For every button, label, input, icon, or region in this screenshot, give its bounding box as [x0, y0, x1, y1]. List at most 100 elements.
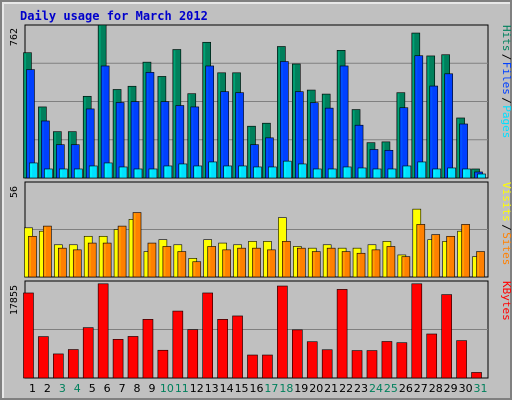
- bar-sites-day-3[interactable]: [58, 247, 67, 278]
- bar-pages-day-20[interactable]: [312, 168, 322, 179]
- y-max-label-hits-files-pages: 762: [9, 28, 20, 46]
- bar-kbytes-day-24[interactable]: [366, 350, 378, 379]
- bar-kbytes-day-21[interactable]: [321, 349, 333, 379]
- bar-sites-day-12[interactable]: [192, 261, 202, 278]
- bar-sites-day-26[interactable]: [401, 256, 411, 278]
- bar-highlight: [146, 73, 149, 177]
- bar-kbytes-day-10[interactable]: [157, 349, 169, 379]
- bar-kbytes-day-22[interactable]: [336, 289, 348, 379]
- bar-pages-day-29[interactable]: [447, 167, 456, 179]
- bar-pages-day-22[interactable]: [342, 166, 352, 179]
- bar-pages-day-28[interactable]: [432, 168, 442, 179]
- bar-kbytes-day-11[interactable]: [172, 310, 184, 379]
- bar-pages-day-16[interactable]: [253, 166, 262, 179]
- bar-pages-day-1[interactable]: [29, 162, 38, 179]
- bar-pages-day-4[interactable]: [73, 168, 83, 179]
- bar-sites-day-25[interactable]: [386, 246, 396, 278]
- bar-pages-day-18[interactable]: [283, 160, 292, 179]
- bar-pages-day-13[interactable]: [208, 161, 217, 179]
- bar-pages-day-31[interactable]: [477, 173, 486, 179]
- bar-kbytes-day-3[interactable]: [53, 353, 64, 379]
- bar-kbytes-day-16[interactable]: [247, 354, 258, 379]
- bar-sites-day-30[interactable]: [461, 224, 470, 278]
- bar-pages-day-3[interactable]: [59, 168, 68, 179]
- bar-pages-day-25[interactable]: [387, 168, 397, 179]
- bar-pages-day-23[interactable]: [357, 167, 367, 179]
- bar-kbytes-day-31[interactable]: [471, 372, 482, 379]
- bar-pages-day-14[interactable]: [223, 165, 232, 179]
- bar-sites-day-31[interactable]: [476, 251, 485, 278]
- bar-kbytes-day-18[interactable]: [277, 285, 288, 379]
- bar-pages-day-19[interactable]: [298, 163, 307, 179]
- bar-pages-day-9[interactable]: [148, 168, 158, 179]
- bar-sites-day-27[interactable]: [416, 224, 426, 278]
- bar-highlight: [148, 244, 151, 276]
- bar-kbytes-day-29[interactable]: [441, 294, 452, 379]
- bar-kbytes-day-8[interactable]: [127, 336, 139, 379]
- bar-sites-day-7[interactable]: [117, 225, 127, 278]
- bar-sites-day-28[interactable]: [431, 234, 441, 278]
- bar-pages-day-6[interactable]: [103, 162, 113, 179]
- bar-pages-day-21[interactable]: [327, 168, 337, 179]
- bar-sites-day-22[interactable]: [341, 251, 351, 278]
- bar-sites-day-23[interactable]: [356, 252, 366, 278]
- bar-sites-day-9[interactable]: [147, 242, 157, 278]
- bar-pages-day-17[interactable]: [268, 166, 277, 179]
- bar-sites-day-24[interactable]: [371, 249, 381, 278]
- bar-kbytes-day-5[interactable]: [82, 327, 94, 379]
- bar-pages-day-7[interactable]: [118, 166, 128, 179]
- bar-kbytes-day-15[interactable]: [232, 315, 243, 379]
- bar-highlight: [253, 249, 255, 276]
- bar-highlight: [328, 249, 330, 276]
- bar-pages-day-26[interactable]: [402, 165, 412, 179]
- bar-kbytes-day-30[interactable]: [456, 340, 467, 379]
- bar-sites-day-21[interactable]: [326, 247, 336, 278]
- bar-pages-day-24[interactable]: [372, 168, 382, 179]
- bar-kbytes-day-1[interactable]: [23, 292, 34, 379]
- bar-kbytes-day-27[interactable]: [411, 283, 423, 379]
- bar-pages-day-10[interactable]: [163, 165, 173, 179]
- bar-pages-day-8[interactable]: [133, 168, 143, 179]
- bar-pages-day-30[interactable]: [462, 168, 471, 179]
- bar-kbytes-day-7[interactable]: [112, 339, 124, 379]
- bar-sites-day-17[interactable]: [267, 249, 276, 278]
- bar-sites-day-6[interactable]: [102, 242, 112, 278]
- bar-kbytes-day-4[interactable]: [67, 349, 79, 379]
- bar-sites-day-15[interactable]: [237, 247, 246, 278]
- bar-sites-day-29[interactable]: [446, 235, 455, 278]
- bar-kbytes-day-20[interactable]: [306, 341, 318, 379]
- bar-sites-day-8[interactable]: [132, 212, 142, 278]
- bar-kbytes-day-19[interactable]: [292, 329, 303, 379]
- bar-pages-day-11[interactable]: [178, 163, 188, 179]
- bar-kbytes-day-17[interactable]: [262, 354, 273, 379]
- bar-sites-day-13[interactable]: [207, 246, 216, 278]
- bar-sites-day-19[interactable]: [297, 247, 306, 278]
- bar-highlight: [29, 237, 31, 276]
- bar-pages-day-12[interactable]: [193, 165, 203, 179]
- bar-sites-day-5[interactable]: [87, 242, 97, 278]
- bar-kbytes-day-9[interactable]: [142, 319, 154, 379]
- bar-kbytes-day-14[interactable]: [217, 319, 228, 379]
- bar-kbytes-day-6[interactable]: [97, 283, 109, 379]
- bar-kbytes-day-28[interactable]: [426, 333, 438, 379]
- bar-pages-day-27[interactable]: [417, 161, 427, 179]
- bar-sites-day-10[interactable]: [162, 246, 172, 278]
- bar-sites-day-20[interactable]: [311, 251, 321, 278]
- bar-highlight: [221, 92, 224, 177]
- bar-kbytes-day-25[interactable]: [381, 341, 393, 379]
- bar-kbytes-day-23[interactable]: [351, 350, 363, 379]
- bar-pages-day-5[interactable]: [88, 165, 98, 179]
- bar-sites-day-4[interactable]: [72, 249, 82, 278]
- bar-sites-day-16[interactable]: [252, 247, 261, 278]
- bar-sites-day-1[interactable]: [28, 235, 37, 278]
- bar-kbytes-day-2[interactable]: [38, 336, 49, 379]
- bar-sites-day-18[interactable]: [282, 241, 291, 278]
- bar-pages-day-2[interactable]: [44, 168, 53, 179]
- bar-kbytes-day-26[interactable]: [396, 342, 408, 379]
- bar-pages-day-15[interactable]: [238, 165, 247, 179]
- bar-kbytes-day-13[interactable]: [202, 292, 213, 379]
- bar-kbytes-day-12[interactable]: [187, 329, 199, 379]
- bar-sites-day-11[interactable]: [177, 251, 187, 278]
- bar-sites-day-2[interactable]: [43, 225, 52, 278]
- bar-sites-day-14[interactable]: [222, 249, 231, 278]
